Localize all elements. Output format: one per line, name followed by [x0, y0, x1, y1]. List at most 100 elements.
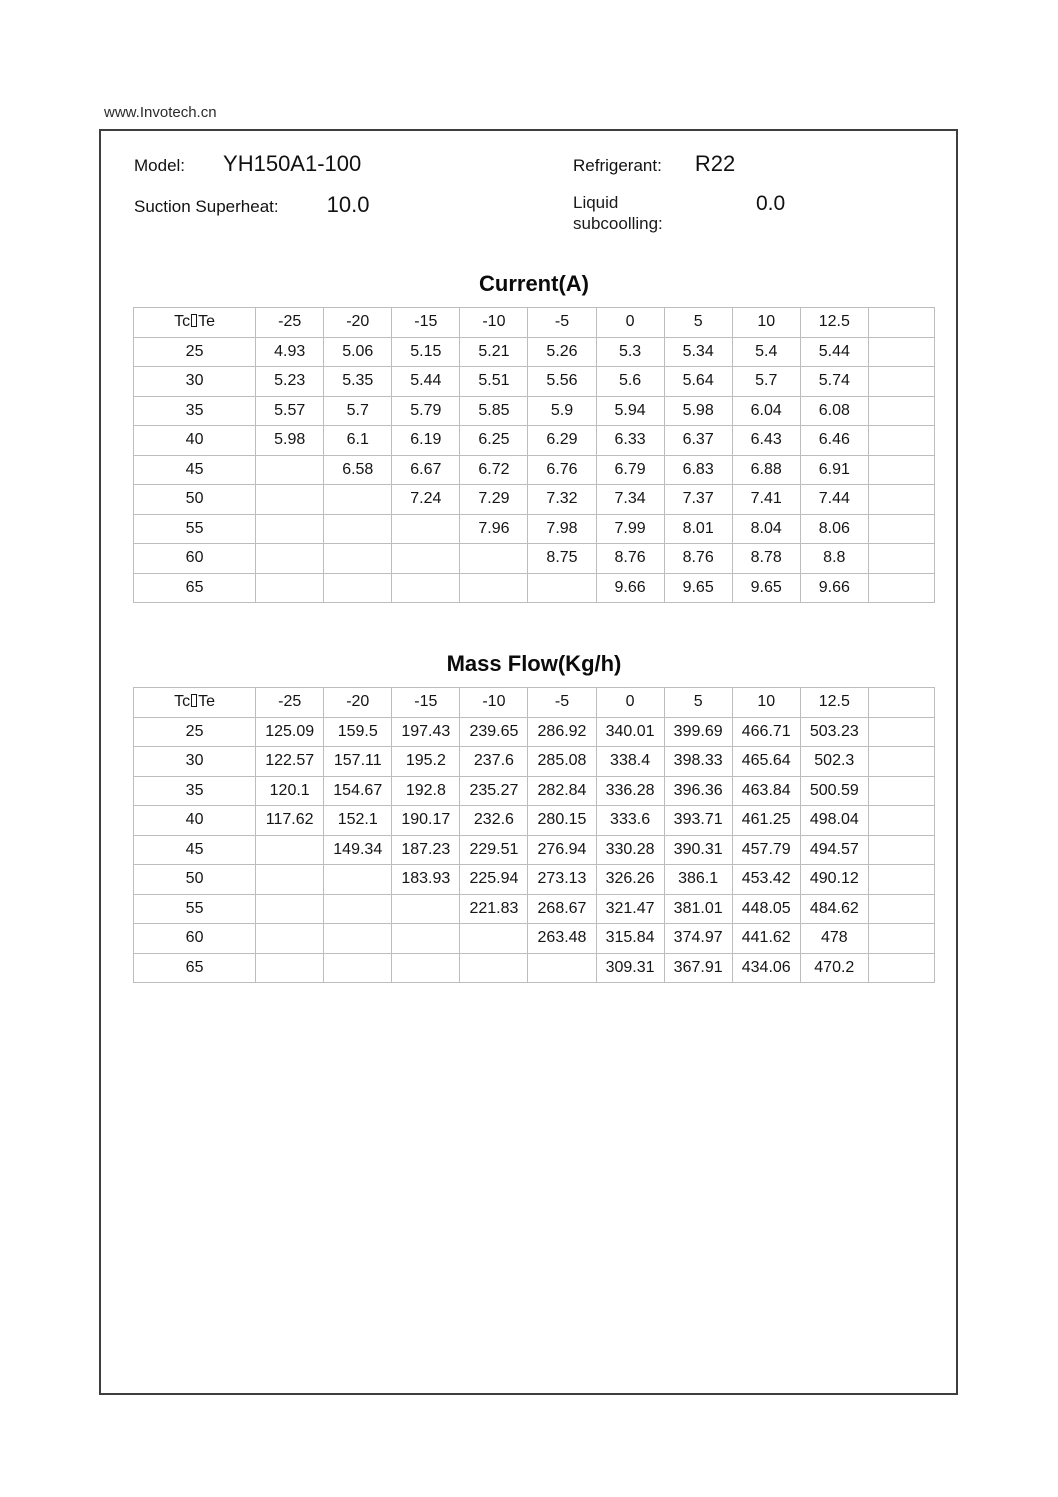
- filler-cell: [867, 425, 936, 456]
- value-cell: 5.44: [799, 336, 869, 367]
- value-cell: [527, 952, 597, 983]
- value-cell: [323, 572, 393, 603]
- filler-cell: [867, 395, 936, 426]
- value-cell: [255, 923, 325, 954]
- value-cell: 280.15: [527, 805, 597, 836]
- value-cell: 5.06: [323, 336, 393, 367]
- value-cell: 286.92: [527, 716, 597, 747]
- value-cell: 6.76: [527, 454, 597, 485]
- value-cell: 336.28: [595, 775, 665, 806]
- col-header-cell: -20: [323, 687, 393, 718]
- col-header-cell: 0: [595, 687, 665, 718]
- value-cell: 237.6: [459, 746, 529, 777]
- value-cell: 7.99: [595, 513, 665, 544]
- value-cell: 6.88: [731, 454, 801, 485]
- col-header-cell: -15: [391, 307, 461, 338]
- value-cell: 330.28: [595, 834, 665, 865]
- filler-cell: [867, 336, 936, 367]
- value-cell: [323, 893, 393, 924]
- table-row: 45 149.34 187.23 229.51 276.94 330.28 390.31 45…: [132, 834, 936, 865]
- value-cell: 5.57: [255, 395, 325, 426]
- value-cell: 8.75: [527, 543, 597, 574]
- value-cell: 340.01: [595, 716, 665, 747]
- model-label: Model:: [134, 156, 186, 175]
- row-label-cell: 25: [132, 716, 257, 747]
- value-cell: 8.78: [731, 543, 801, 574]
- value-cell: 9.65: [663, 572, 733, 603]
- row-label-cell: 35: [132, 775, 257, 806]
- value-cell: 367.91: [663, 952, 733, 983]
- corner-label-pre: Tc: [174, 313, 191, 331]
- value-cell: 393.71: [663, 805, 733, 836]
- value-cell: 195.2: [391, 746, 461, 777]
- table-row: 50 183.93 225.94 273.13 326.26 386.1 453.42 490…: [132, 864, 936, 895]
- filler-cell: [867, 454, 936, 485]
- value-cell: [391, 543, 461, 574]
- value-cell: 268.67: [527, 893, 597, 924]
- value-cell: [391, 572, 461, 603]
- value-cell: 117.62: [255, 805, 325, 836]
- missing-glyph-box: [191, 314, 198, 328]
- filler-cell: [867, 834, 936, 865]
- row-label-cell: 60: [132, 543, 257, 574]
- value-cell: 7.41: [731, 484, 801, 515]
- value-cell: 321.47: [595, 893, 665, 924]
- value-cell: [391, 952, 461, 983]
- value-cell: [255, 513, 325, 544]
- data-table: Tc Te -25 -20 -15 -10 -5 0 5 10 12.5 25 4.93 5.06 5.15…: [132, 307, 936, 603]
- value-cell: 5.7: [323, 395, 393, 426]
- model-row: Model: YH150A1-100: [134, 151, 361, 177]
- value-cell: 197.43: [391, 716, 461, 747]
- value-cell: 5.85: [459, 395, 529, 426]
- site-url: www.Invotech.cn: [104, 104, 217, 121]
- filler-cell: [867, 893, 936, 924]
- value-cell: [255, 454, 325, 485]
- row-label-cell: 55: [132, 513, 257, 544]
- value-cell: [323, 923, 393, 954]
- table-row: 65 9.66 9.65 9.65 9.66: [132, 572, 936, 603]
- col-header-cell: 0: [595, 307, 665, 338]
- value-cell: 5.79: [391, 395, 461, 426]
- value-cell: 273.13: [527, 864, 597, 895]
- value-cell: 503.23: [799, 716, 869, 747]
- value-cell: 157.11: [323, 746, 393, 777]
- row-label-cell: 50: [132, 484, 257, 515]
- value-cell: 159.5: [323, 716, 393, 747]
- value-cell: 6.08: [799, 395, 869, 426]
- value-cell: 502.3: [799, 746, 869, 777]
- row-label-cell: 40: [132, 425, 257, 456]
- table-row: 30 5.23 5.35 5.44 5.51 5.56 5.6 5.64 5.7 5.74: [132, 366, 936, 397]
- value-cell: 7.44: [799, 484, 869, 515]
- col-header-cell: -20: [323, 307, 393, 338]
- value-cell: 7.24: [391, 484, 461, 515]
- filler-cell: [867, 687, 936, 718]
- value-cell: [459, 952, 529, 983]
- value-cell: [255, 572, 325, 603]
- value-cell: [255, 834, 325, 865]
- value-cell: 453.42: [731, 864, 801, 895]
- row-label-cell: 55: [132, 893, 257, 924]
- value-cell: 221.83: [459, 893, 529, 924]
- value-cell: 5.26: [527, 336, 597, 367]
- value-cell: 5.21: [459, 336, 529, 367]
- value-cell: 120.1: [255, 775, 325, 806]
- refrigerant-value: R22: [694, 151, 736, 176]
- row-label-cell: 35: [132, 395, 257, 426]
- row-label-cell: 50: [132, 864, 257, 895]
- corner-label-post: Te: [198, 693, 216, 711]
- value-cell: 6.33: [595, 425, 665, 456]
- current-table-title: Current(A): [479, 271, 589, 296]
- value-cell: 6.67: [391, 454, 461, 485]
- value-cell: 9.66: [799, 572, 869, 603]
- value-cell: 154.67: [323, 775, 393, 806]
- value-cell: 463.84: [731, 775, 801, 806]
- value-cell: 5.74: [799, 366, 869, 397]
- value-cell: 8.76: [595, 543, 665, 574]
- filler-cell: [867, 307, 936, 338]
- subcooling-label: Liquid subcoolling:: [573, 193, 663, 234]
- row-label-cell: 25: [132, 336, 257, 367]
- value-cell: 5.98: [663, 395, 733, 426]
- value-cell: 465.64: [731, 746, 801, 777]
- filler-cell: [867, 513, 936, 544]
- current-table-container: Tc Te -25 -20 -15 -10 -5 0 5 10 12.5 25 4.93 5.06 5.15…: [132, 307, 936, 603]
